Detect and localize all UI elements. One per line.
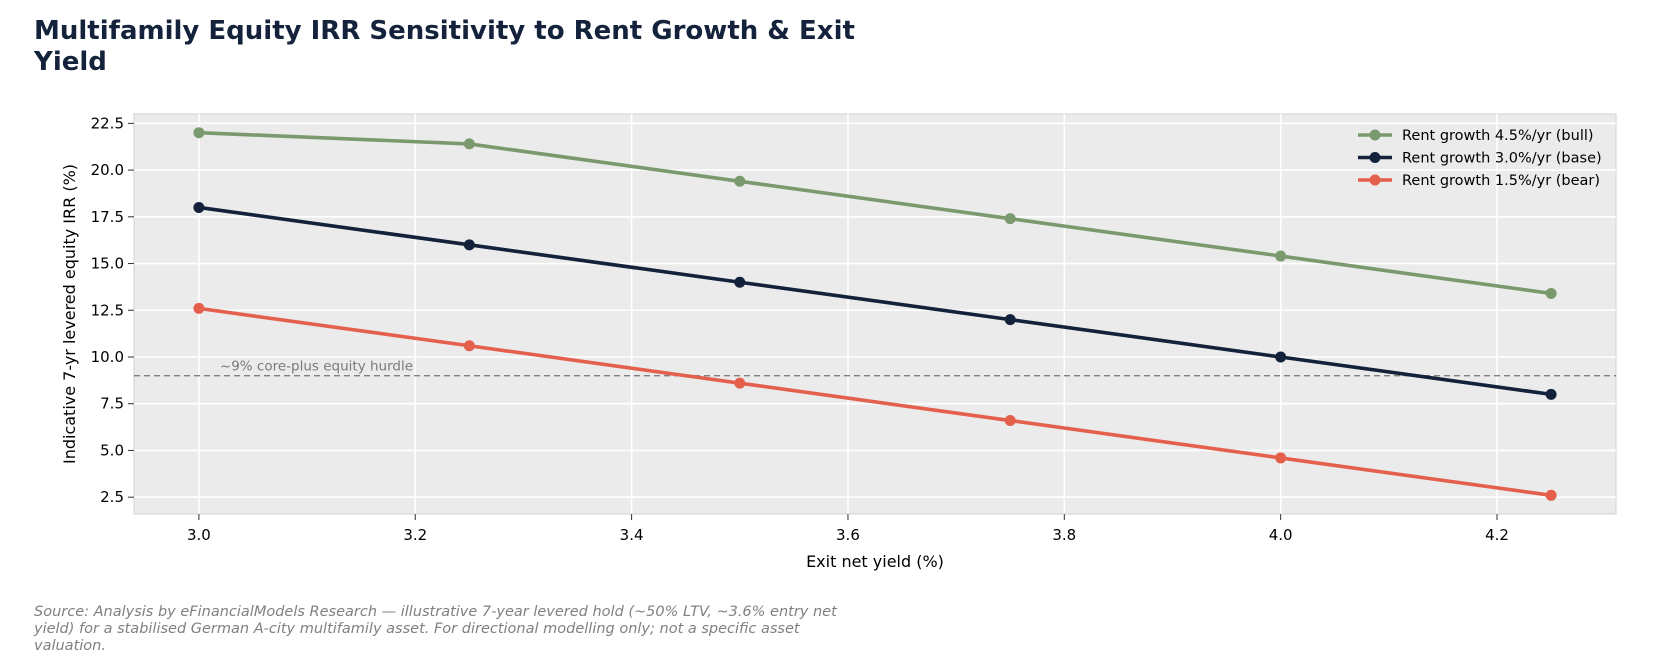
data-point [193,127,205,139]
y-tick-label: 10.0 [91,348,124,366]
legend-label: Rent growth 3.0%/yr (base) [1402,151,1602,167]
data-point [1004,314,1016,326]
y-tick-label: 7.5 [100,395,124,413]
legend-marker [1369,174,1381,186]
axes: 3.0 3.2 3.4 3.6 3.8 4.0 4.2 2.5 5.0 7.5 10.0 12.5 15… [91,114,1509,544]
legend: Rent growth 4.5%/yr (bull) Rent growth 3.… [1358,128,1602,189]
data-point [193,201,205,213]
x-tick-label: 3.2 [403,526,427,544]
series-2 [193,201,1557,400]
series-1 [193,127,1557,299]
x-tick-label: 3.6 [836,526,860,544]
data-point [463,138,475,150]
y-tick-label: 20.0 [91,161,124,179]
chart-title: Multifamily Equity IRR Sensitivity to Re… [34,16,855,77]
grid [134,114,1616,514]
series-group [193,127,1557,501]
data-point [1275,250,1287,262]
y-tick-label: 5.0 [100,441,124,459]
legend-item: Rent growth 1.5%/yr (bear) [1358,173,1600,189]
data-point [1275,351,1287,363]
data-point [734,175,746,187]
hurdle-reference: ~9% core-plus equity hurdle [134,359,1616,377]
x-tick-label: 3.0 [187,526,211,544]
data-point [1004,213,1016,225]
data-point [734,377,746,389]
x-tick-label: 3.4 [620,526,644,544]
series-3 [193,302,1557,501]
data-point [1545,388,1557,400]
legend-item: Rent growth 3.0%/yr (base) [1358,151,1602,167]
data-point [1275,452,1287,464]
y-tick-label: 15.0 [91,255,124,273]
data-point [1545,489,1557,501]
y-tick-label: 22.5 [91,114,124,132]
data-point [193,302,205,314]
source-note: Source: Analysis by eFinancialModels Res… [34,604,837,654]
data-point [1545,287,1557,299]
series-line [197,205,1553,397]
legend-label: Rent growth 4.5%/yr (bull) [1402,128,1594,144]
data-point [463,340,475,352]
legend-item: Rent growth 4.5%/yr (bull) [1358,128,1594,144]
data-point [734,276,746,288]
legend-marker [1369,129,1381,141]
x-tick-label: 4.0 [1269,526,1293,544]
x-tick-label: 3.8 [1052,526,1076,544]
legend-marker [1369,152,1381,163]
data-point [1004,415,1016,427]
hurdle-label: ~9% core-plus equity hurdle [220,359,413,375]
y-axis-label: Indicative 7-yr levered equity IRR (%) [60,164,79,464]
y-tick-label: 17.5 [91,208,124,226]
series-line [197,306,1553,498]
x-axis-label: Exit net yield (%) [806,552,944,571]
series-line [197,130,1553,296]
y-tick-label: 12.5 [91,301,124,319]
data-point [463,239,475,251]
plot-area [133,113,1617,515]
x-tick-label: 4.2 [1485,526,1509,544]
legend-label: Rent growth 1.5%/yr (bear) [1402,173,1600,189]
y-tick-label: 2.5 [100,488,124,506]
